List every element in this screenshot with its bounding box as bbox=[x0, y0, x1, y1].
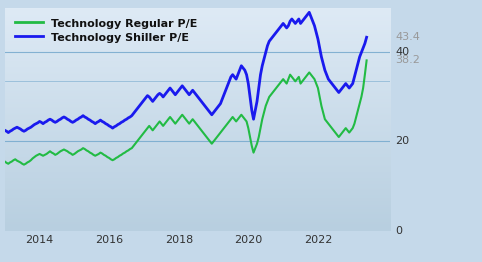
Text: 40: 40 bbox=[395, 47, 409, 57]
Text: 43.4: 43.4 bbox=[395, 32, 420, 42]
Text: 20: 20 bbox=[395, 137, 409, 146]
Text: 0: 0 bbox=[395, 226, 402, 236]
Legend: Technology Regular P/E, Technology Shiller P/E: Technology Regular P/E, Technology Shill… bbox=[11, 13, 202, 47]
Text: 38.2: 38.2 bbox=[395, 56, 420, 66]
